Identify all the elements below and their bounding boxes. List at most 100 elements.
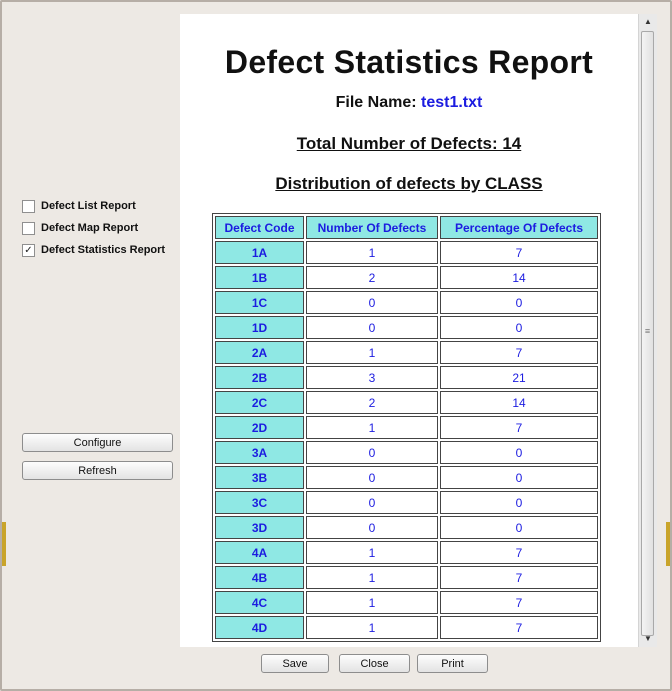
window-edge-accent (2, 522, 6, 566)
total-defects-heading: Total Number of Defects: 14 (296, 134, 522, 153)
table-row: 1C 0 0 (215, 291, 598, 314)
print-button[interactable]: Print (417, 654, 488, 673)
table-row: 4C 1 7 (215, 591, 598, 614)
window-edge-accent (666, 522, 670, 566)
file-name-label: File Name: (335, 94, 417, 111)
table-row: 2D 1 7 (215, 416, 598, 439)
checkbox-label: Defect Map Report (41, 222, 139, 234)
number-of-defects-cell: 1 (306, 616, 438, 639)
percentage-of-defects-cell: 21 (440, 366, 598, 389)
number-of-defects-cell: 0 (306, 291, 438, 314)
file-name-line: File Name: test1.txt (180, 94, 638, 112)
number-of-defects-cell: 3 (306, 366, 438, 389)
defect-code-cell: 4C (215, 591, 304, 614)
percentage-of-defects-cell: 0 (440, 291, 598, 314)
defect-code-cell: 1B (215, 266, 304, 289)
column-header-percentage-of-defects: Percentage Of Defects (440, 216, 598, 239)
number-of-defects-cell: 2 (306, 266, 438, 289)
distribution-heading: Distribution of defects by CLASS (275, 174, 543, 193)
percentage-of-defects-cell: 7 (440, 241, 598, 264)
table-row: 4A 1 7 (215, 541, 598, 564)
table-body: 1A 1 7 1B 2 14 1C 0 0 1D 0 0 2A 1 7 2B 3 21 2C 2 14 2D 1 7 3A 0 0 3… (215, 241, 598, 639)
defect-code-cell: 3C (215, 491, 304, 514)
configure-button[interactable]: Configure (22, 433, 173, 452)
defect-code-cell: 1A (215, 241, 304, 264)
defect-code-cell: 1C (215, 291, 304, 314)
defect-statistics-report-checkbox[interactable]: ✓ (22, 243, 35, 257)
table-row: 4B 1 7 (215, 566, 598, 589)
checkbox-label: Defect List Report (41, 200, 136, 212)
number-of-defects-cell: 1 (306, 591, 438, 614)
table-row: 2C 2 14 (215, 391, 598, 414)
file-name-value: test1.txt (421, 94, 483, 111)
close-button[interactable]: Close (339, 654, 410, 673)
defect-code-cell: 2A (215, 341, 304, 364)
number-of-defects-cell: 0 (306, 516, 438, 539)
defect-code-cell: 4A (215, 541, 304, 564)
save-button[interactable]: Save (261, 654, 329, 673)
report-options-panel: Defect List Report Defect Map Report ✓ D… (22, 195, 165, 261)
defect-code-cell: 4B (215, 566, 304, 589)
scrollbar-grip-icon: ≡ (644, 326, 651, 336)
column-header-defect-code: Defect Code (215, 216, 304, 239)
percentage-of-defects-cell: 0 (440, 516, 598, 539)
table-row: 3B 0 0 (215, 466, 598, 489)
defect-code-cell: 2C (215, 391, 304, 414)
percentage-of-defects-cell: 14 (440, 266, 598, 289)
percentage-of-defects-cell: 7 (440, 416, 598, 439)
defect-code-cell: 4D (215, 616, 304, 639)
percentage-of-defects-cell: 7 (440, 591, 598, 614)
percentage-of-defects-cell: 0 (440, 491, 598, 514)
percentage-of-defects-cell: 7 (440, 541, 598, 564)
scroll-down-arrow-icon[interactable]: ▼ (644, 634, 652, 643)
defect-map-report-option[interactable]: Defect Map Report (22, 217, 165, 239)
defect-code-cell: 3A (215, 441, 304, 464)
defect-stats-table: Defect Code Number Of Defects Percentage… (212, 213, 601, 642)
table-header-row: Defect Code Number Of Defects Percentage… (215, 216, 598, 239)
defect-code-cell: 2D (215, 416, 304, 439)
defect-code-cell: 1D (215, 316, 304, 339)
report-view: Defect Statistics Report File Name: test… (180, 14, 638, 647)
scroll-up-arrow-icon[interactable]: ▲ (644, 17, 652, 26)
percentage-of-defects-cell: 7 (440, 566, 598, 589)
table-row: 2A 1 7 (215, 341, 598, 364)
defect-code-cell: 2B (215, 366, 304, 389)
scrollbar-thumb[interactable]: ≡ (641, 31, 654, 636)
number-of-defects-cell: 0 (306, 441, 438, 464)
number-of-defects-cell: 0 (306, 491, 438, 514)
table-row: 2B 3 21 (215, 366, 598, 389)
number-of-defects-cell: 1 (306, 241, 438, 264)
defect-map-report-checkbox[interactable] (22, 221, 35, 235)
number-of-defects-cell: 1 (306, 416, 438, 439)
table-row: 1A 1 7 (215, 241, 598, 264)
number-of-defects-cell: 2 (306, 391, 438, 414)
percentage-of-defects-cell: 14 (440, 391, 598, 414)
table-row: 3C 0 0 (215, 491, 598, 514)
defect-statistics-report-option[interactable]: ✓ Defect Statistics Report (22, 239, 165, 261)
vertical-scrollbar[interactable]: ▲ ≡ ▼ (638, 14, 657, 647)
report-title: Defect Statistics Report (224, 44, 594, 80)
percentage-of-defects-cell: 7 (440, 616, 598, 639)
table-row: 1D 0 0 (215, 316, 598, 339)
defect-code-cell: 3B (215, 466, 304, 489)
percentage-of-defects-cell: 0 (440, 316, 598, 339)
percentage-of-defects-cell: 7 (440, 341, 598, 364)
table-row: 3D 0 0 (215, 516, 598, 539)
column-header-number-of-defects: Number Of Defects (306, 216, 438, 239)
table-row: 1B 2 14 (215, 266, 598, 289)
number-of-defects-cell: 0 (306, 466, 438, 489)
defect-list-report-checkbox[interactable] (22, 199, 35, 213)
check-mark-icon: ✓ (24, 244, 33, 256)
number-of-defects-cell: 1 (306, 566, 438, 589)
table-row: 3A 0 0 (215, 441, 598, 464)
percentage-of-defects-cell: 0 (440, 441, 598, 464)
number-of-defects-cell: 0 (306, 316, 438, 339)
defect-code-cell: 3D (215, 516, 304, 539)
percentage-of-defects-cell: 0 (440, 466, 598, 489)
number-of-defects-cell: 1 (306, 541, 438, 564)
checkbox-label: Defect Statistics Report (41, 244, 166, 256)
table-row: 4D 1 7 (215, 616, 598, 639)
refresh-button[interactable]: Refresh (22, 461, 173, 480)
defect-list-report-option[interactable]: Defect List Report (22, 195, 165, 217)
